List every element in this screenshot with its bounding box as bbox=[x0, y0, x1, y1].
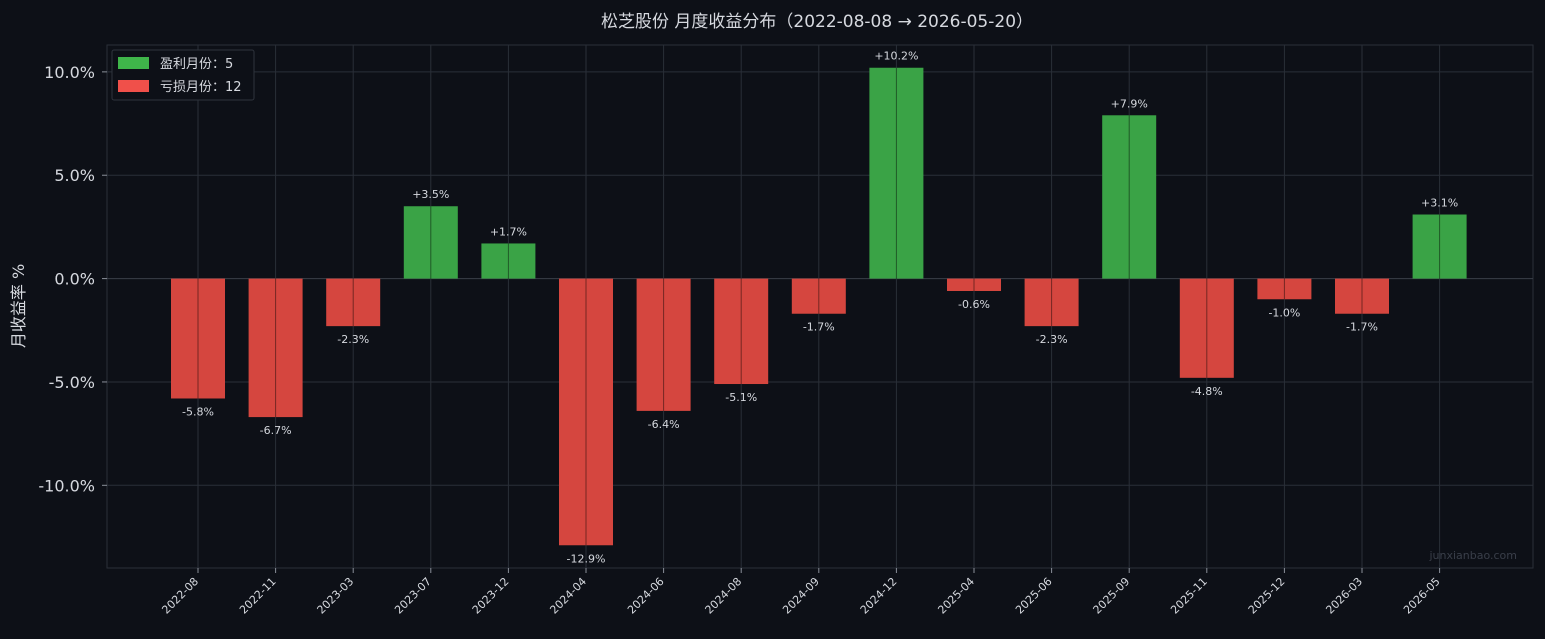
bar bbox=[559, 278, 613, 546]
data-label: -5.1% bbox=[725, 391, 757, 404]
y-tick-label: -5.0% bbox=[49, 373, 95, 392]
bar bbox=[1024, 278, 1079, 327]
bar bbox=[403, 206, 458, 279]
x-tick-label: 2024-08 bbox=[703, 575, 745, 617]
chart-title: 松芝股份 月度收益分布（2022-08-08 → 2026-05-20） bbox=[601, 12, 1033, 32]
x-tick-label: 2026-03 bbox=[1323, 575, 1365, 617]
data-label: -2.3% bbox=[337, 333, 369, 346]
x-tick-label: 2023-12 bbox=[470, 575, 512, 617]
data-label: -12.9% bbox=[567, 552, 606, 565]
legend-label-loss: 亏损月份：12 bbox=[160, 80, 242, 95]
x-tick-label: 2024-12 bbox=[858, 575, 900, 617]
plot-area bbox=[106, 44, 1534, 569]
bar bbox=[248, 278, 303, 418]
x-tick-label: 2024-06 bbox=[625, 575, 667, 617]
y-axis-label: 月收益率 % bbox=[9, 264, 28, 348]
bar bbox=[791, 278, 846, 314]
data-label: +10.2% bbox=[874, 50, 918, 63]
x-tick-label: 2024-09 bbox=[780, 575, 822, 617]
x-tick-label: 2025-12 bbox=[1246, 575, 1288, 617]
legend-swatch-loss bbox=[118, 80, 149, 92]
data-label: +3.1% bbox=[1421, 197, 1458, 210]
bars bbox=[171, 67, 1467, 546]
y-tick-label: -10.0% bbox=[38, 476, 95, 495]
x-tick-label: 2026-05 bbox=[1401, 575, 1443, 617]
bar bbox=[1412, 214, 1467, 279]
y-axis: 10.0% 5.0% 0.0% -5.0% -10.0% bbox=[38, 63, 107, 495]
bar bbox=[1102, 115, 1157, 279]
legend-label-profit: 盈利月份：5 bbox=[160, 57, 233, 72]
bar bbox=[481, 243, 536, 279]
x-tick-label: 2023-07 bbox=[392, 575, 434, 617]
data-label: -2.3% bbox=[1036, 333, 1068, 346]
x-tick-label: 2025-06 bbox=[1013, 575, 1055, 617]
data-label: +1.7% bbox=[490, 225, 527, 238]
legend-swatch-profit bbox=[118, 57, 149, 69]
data-label: -1.0% bbox=[1268, 306, 1300, 319]
bar bbox=[947, 278, 1001, 291]
y-tick-label: 10.0% bbox=[44, 63, 95, 82]
data-label: -6.4% bbox=[648, 418, 680, 431]
watermark: junxianbao.com bbox=[1428, 549, 1517, 562]
data-label: -1.7% bbox=[803, 321, 835, 334]
x-tick-label: 2025-09 bbox=[1091, 575, 1133, 617]
bar bbox=[1179, 278, 1234, 378]
bar bbox=[714, 278, 769, 385]
x-tick-label: 2025-04 bbox=[935, 575, 977, 617]
data-label: -0.6% bbox=[958, 298, 990, 311]
data-label: +7.9% bbox=[1111, 97, 1148, 110]
bar bbox=[869, 67, 924, 279]
bar bbox=[326, 278, 381, 327]
x-tick-label: 2022-11 bbox=[237, 575, 279, 617]
data-label: -5.8% bbox=[182, 405, 214, 418]
x-tick-label: 2022-08 bbox=[159, 575, 201, 617]
bar bbox=[636, 278, 691, 411]
bar bbox=[1257, 278, 1312, 300]
x-tick-label: 2025-11 bbox=[1168, 575, 1210, 617]
x-tick-label: 2023-03 bbox=[315, 575, 357, 617]
bar bbox=[171, 278, 225, 399]
y-tick-label: 0.0% bbox=[54, 270, 95, 289]
data-label: -4.8% bbox=[1191, 385, 1223, 398]
data-label: -1.7% bbox=[1346, 321, 1378, 334]
data-labels: -5.8% -6.7% -2.3% +3.5% +1.7% -12.9% -6.4% -5.1… bbox=[182, 50, 1458, 566]
x-tick-label: 2024-04 bbox=[547, 575, 589, 617]
data-label: -6.7% bbox=[260, 424, 292, 437]
y-tick-label: 5.0% bbox=[54, 166, 95, 185]
legend: 盈利月份：5 亏损月份：12 bbox=[111, 49, 255, 101]
x-axis: 2022-08 2022-11 2023-03 2023-07 2023-12 2024-… bbox=[159, 568, 1443, 617]
data-label: +3.5% bbox=[412, 188, 449, 201]
bar bbox=[1335, 278, 1389, 314]
